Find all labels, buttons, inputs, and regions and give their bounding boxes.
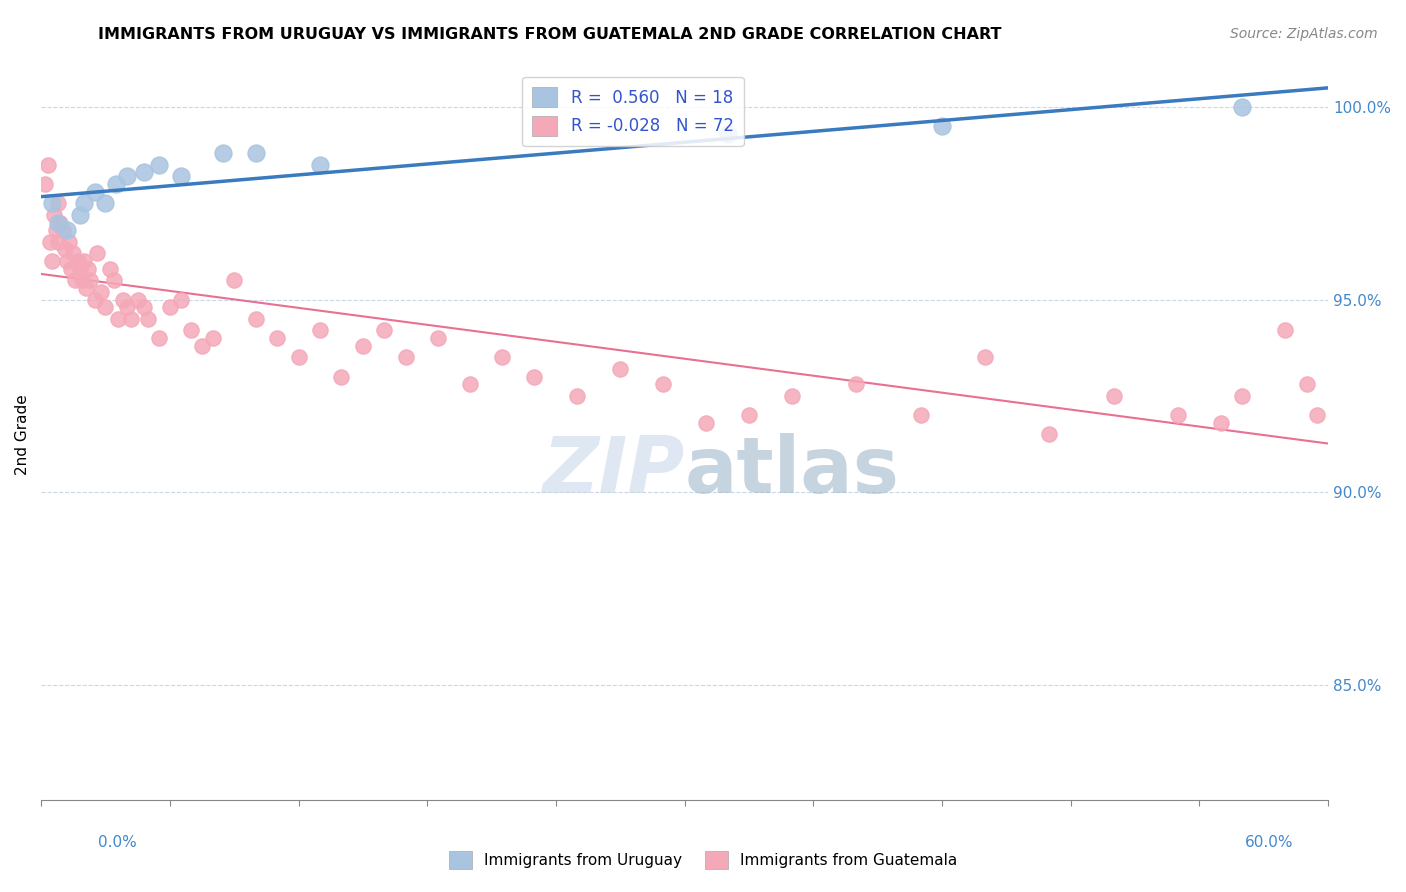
Point — [90, 285, 112, 299]
Point — [523, 369, 546, 384]
Point — [45, 223, 67, 237]
Point — [567, 389, 589, 403]
Point — [138, 311, 160, 326]
Point — [652, 377, 675, 392]
Point — [1306, 408, 1329, 422]
Point — [51, 223, 73, 237]
Point — [974, 351, 997, 365]
Point — [79, 273, 101, 287]
Legend: R =  0.560   N = 18, R = -0.028   N = 72: R = 0.560 N = 18, R = -0.028 N = 72 — [523, 77, 744, 146]
Text: IMMIGRANTS FROM URUGUAY VS IMMIGRANTS FROM GUATEMALA 2ND GRADE CORRELATION CHART: IMMIGRANTS FROM URUGUAY VS IMMIGRANTS FR… — [98, 27, 1002, 42]
Point — [373, 323, 395, 337]
Point — [111, 293, 134, 307]
Point — [105, 177, 128, 191]
Point — [65, 273, 87, 287]
Legend: Immigrants from Uruguay, Immigrants from Guatemala: Immigrants from Uruguay, Immigrants from… — [443, 845, 963, 875]
Point — [148, 158, 170, 172]
Point — [245, 311, 267, 326]
Point — [132, 300, 155, 314]
Point — [458, 377, 481, 392]
Point — [38, 235, 60, 249]
Point — [1295, 377, 1317, 392]
Point — [309, 323, 332, 337]
Point — [41, 196, 63, 211]
Point — [77, 261, 100, 276]
Point — [169, 293, 191, 307]
Point — [309, 158, 332, 172]
Point — [83, 293, 105, 307]
Point — [42, 208, 65, 222]
Point — [41, 254, 63, 268]
Point — [115, 300, 138, 314]
Point — [609, 362, 631, 376]
Point — [120, 311, 142, 326]
Point — [910, 408, 932, 422]
Point — [62, 246, 84, 260]
Point — [1232, 389, 1254, 403]
Point — [1274, 323, 1296, 337]
Point — [212, 146, 235, 161]
Point — [53, 243, 76, 257]
Point — [60, 261, 83, 276]
Point — [46, 235, 69, 249]
Point — [73, 196, 96, 211]
Point — [931, 120, 953, 134]
Point — [426, 331, 449, 345]
Point — [845, 377, 868, 392]
Point — [103, 273, 125, 287]
Point — [330, 369, 353, 384]
Point — [34, 177, 56, 191]
Point — [201, 331, 224, 345]
Point — [127, 293, 149, 307]
Point — [180, 323, 202, 337]
Text: ZIP: ZIP — [543, 433, 685, 508]
Point — [75, 281, 97, 295]
Point — [352, 339, 374, 353]
Point — [1232, 100, 1254, 114]
Point — [780, 389, 803, 403]
Point — [1038, 427, 1060, 442]
Text: atlas: atlas — [685, 433, 900, 508]
Point — [395, 351, 418, 365]
Text: Source: ZipAtlas.com: Source: ZipAtlas.com — [1230, 27, 1378, 41]
Point — [1209, 416, 1232, 430]
Point — [49, 215, 72, 229]
Point — [66, 254, 89, 268]
Text: 0.0%: 0.0% — [98, 836, 138, 850]
Point — [695, 416, 717, 430]
Point — [98, 261, 121, 276]
Point — [56, 254, 79, 268]
Point — [56, 223, 79, 237]
Text: 60.0%: 60.0% — [1246, 836, 1294, 850]
Point — [115, 169, 138, 184]
Y-axis label: 2nd Grade: 2nd Grade — [15, 394, 30, 475]
Point — [738, 408, 761, 422]
Point — [58, 235, 80, 249]
Point — [69, 208, 91, 222]
Point — [94, 196, 117, 211]
Point — [716, 127, 738, 141]
Point — [46, 196, 69, 211]
Point — [132, 165, 155, 179]
Point — [70, 273, 93, 287]
Point — [287, 351, 309, 365]
Point — [266, 331, 288, 345]
Point — [491, 351, 513, 365]
Point — [94, 300, 117, 314]
Point — [1167, 408, 1189, 422]
Point — [69, 261, 91, 276]
Point — [245, 146, 267, 161]
Point — [37, 158, 59, 172]
Point — [159, 300, 181, 314]
Point — [107, 311, 129, 326]
Point — [148, 331, 170, 345]
Point — [73, 254, 96, 268]
Point — [191, 339, 214, 353]
Point — [169, 169, 191, 184]
Point — [1102, 389, 1125, 403]
Point — [46, 215, 69, 229]
Point — [86, 246, 108, 260]
Point — [83, 185, 105, 199]
Point — [224, 273, 246, 287]
